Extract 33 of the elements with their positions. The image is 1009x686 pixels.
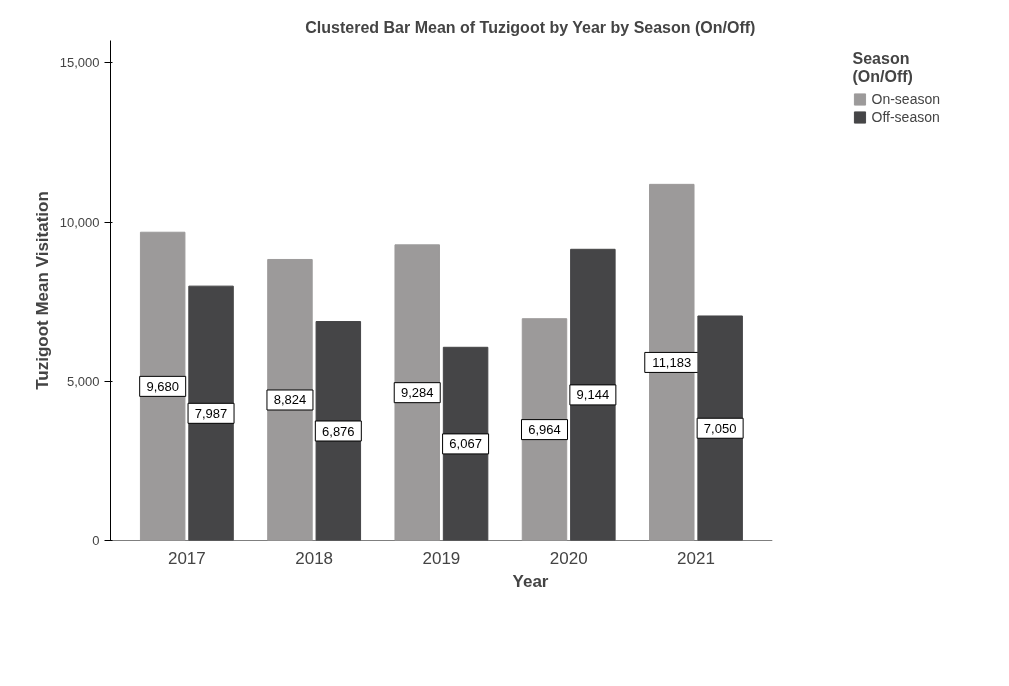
x-tick-label: 2017 (167, 548, 206, 568)
y-tick-label: 15,000 (59, 55, 100, 71)
bar (188, 285, 234, 541)
x-tick-label: 2018 (295, 548, 334, 568)
y-tick-label: 0 (92, 533, 100, 548)
data-label: 9,680 (146, 378, 179, 394)
x-tick-label: 2020 (549, 548, 588, 568)
chart-title: Clustered Bar Mean of Tuzigoot by Year by Season (On/Off) (305, 18, 756, 36)
data-label: 6,876 (322, 423, 355, 439)
x-axis-title: Year (512, 571, 549, 591)
y-tick-label: 5,000 (66, 373, 100, 389)
data-label: 7,987 (194, 405, 228, 421)
bar (267, 258, 313, 541)
y-tick-label: 10,000 (59, 214, 100, 230)
y-axis-title: Tuzigoot Mean Visitation (32, 191, 52, 390)
bar (139, 231, 186, 541)
data-label: 6,067 (449, 436, 482, 452)
data-label: 8,824 (273, 392, 307, 408)
data-label: 11,183 (652, 354, 692, 370)
bar (315, 321, 362, 541)
legend-label: Off-season (871, 109, 940, 125)
x-tick-label: 2021 (677, 548, 715, 568)
bar (570, 248, 616, 541)
data-label: 6,964 (528, 422, 561, 438)
data-label: 7,050 (703, 420, 737, 436)
data-label: 9,144 (576, 387, 610, 403)
legend-title: Season (On/Off) (852, 50, 914, 86)
x-tick-label: 2019 (422, 548, 461, 568)
data-label: 9,284 (400, 385, 434, 401)
bar (521, 318, 568, 541)
legend-label: On-season (871, 91, 940, 107)
bar (697, 315, 743, 541)
bar (394, 244, 440, 541)
